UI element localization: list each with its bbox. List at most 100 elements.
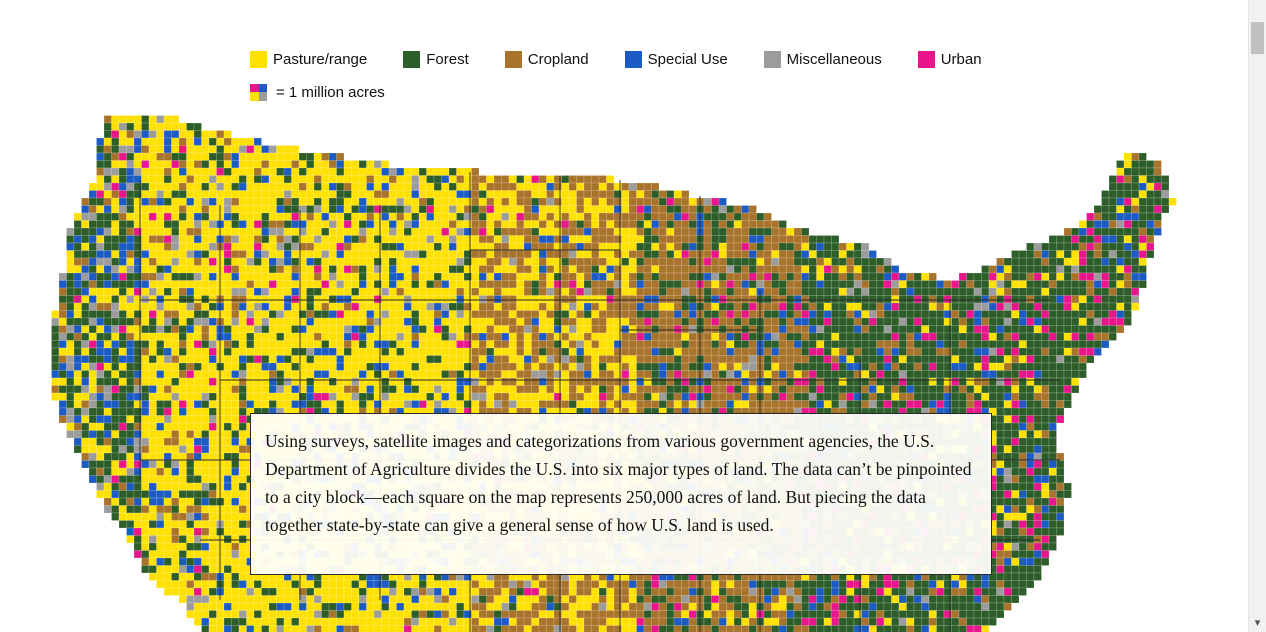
land-tile-3738 [988,377,997,386]
land-tile-1758 [1078,272,1087,281]
land-tile-847 [606,220,615,229]
land-tile-3798 [411,385,420,394]
land-tile-3622 [118,377,127,386]
land-tile-2500 [141,317,150,326]
land-tile-3978 [733,392,742,401]
land-tile-3876 [996,385,1005,394]
land-tile-945 [538,227,547,236]
land-tile-1113 [81,242,90,251]
land-tile-3941 [456,392,465,401]
land-tile-4166 [118,407,127,416]
land-tile-2670 [336,325,345,334]
land-tile-1381 [208,257,217,266]
land-tile-1612 [1048,265,1057,274]
land-tile-4012 [988,392,997,401]
land-tile-711 [358,212,367,221]
land-tile-1912 [58,287,67,296]
land-tile-3071 [148,347,157,356]
land-tile-309 [126,182,135,191]
land-tile-4284 [1003,407,1012,416]
land-tile-820 [403,220,412,229]
land-tile-1445 [688,257,697,266]
land-tile-1726 [816,272,825,281]
land-tile-3201 [73,355,82,364]
land-tile-2626 [1086,317,1095,326]
land-tile-1926 [163,287,172,296]
land-tile-3297 [793,355,802,364]
land-tile-906 [246,227,255,236]
land-tile-3157 [793,347,802,356]
land-tile-1449 [718,257,727,266]
land-tile-1275 [366,250,375,259]
land-tile-1180 [583,242,592,251]
land-tile-2259 [501,302,510,311]
land-tile-1815 [418,280,427,289]
land-tile-496 [223,197,232,206]
land-tile-1095 [823,235,832,244]
land-tile-127 [111,160,120,169]
land-tile-570 [1153,197,1162,206]
land-tile-735 [538,212,547,221]
land-tile-3599 [981,370,990,379]
land-tile-783 [126,220,135,229]
land-tile-2562 [606,317,615,326]
land-tile-3008 [733,340,742,349]
land-tile-193 [268,167,277,176]
land-tile-1179 [576,242,585,251]
land-tile-118 [313,152,322,161]
land-tile-3234 [321,355,330,364]
land-tile-1706 [666,272,675,281]
land-tile-983 [1078,227,1087,236]
land-tile-4960 [141,452,150,461]
land-tile-2761 [1018,325,1027,334]
land-tile-3043 [996,340,1005,349]
land-tile-4690 [73,437,82,446]
land-tile-1837 [583,280,592,289]
land-tile-1853 [703,280,712,289]
land-tile-2424 [651,310,660,319]
land-tile-704 [306,212,315,221]
land-tile-3637 [231,377,240,386]
land-tile-1243 [126,250,135,259]
land-tile-2440 [771,310,780,319]
land-tile-712 [366,212,375,221]
land-tile-2339 [1101,302,1110,311]
land-tile-2264 [538,302,547,311]
land-tile-365 [546,182,555,191]
land-tile-441 [486,190,495,199]
land-tile-721 [433,212,442,221]
land-tile-4029 [103,400,112,409]
land-tile-3009 [741,340,750,349]
land-tile-1748 [1003,272,1012,281]
land-tile-2155 [801,295,810,304]
land-tile-4031 [118,400,127,409]
land-tile-2962 [388,340,397,349]
land-tile-330 [283,182,292,191]
land-tile-3197 [1093,347,1102,356]
land-tile-2669 [328,325,337,334]
land-tile-1119 [126,242,135,251]
land-tile-4153 [1033,400,1042,409]
land-tile-3842 [741,385,750,394]
land-tile-1232 [1131,242,1140,251]
land-tile-2414 [576,310,585,319]
land-tile-1546 [471,265,480,274]
land-tile-3752 [66,385,75,394]
land-tile-4169 [141,407,150,416]
land-tile-2831 [471,332,480,341]
land-tile-336 [328,182,337,191]
land-tile-836 [523,220,532,229]
land-tile-3364 [253,362,262,371]
land-tile-1346 [1033,250,1042,259]
land-tile-2349 [88,310,97,319]
land-tile-1226 [1086,242,1095,251]
land-tile-307 [111,182,120,191]
land-tile-8 [163,115,172,124]
land-tile-2357 [148,310,157,319]
land-tile-39 [223,130,232,139]
land-tile-3227 [268,355,277,364]
land-tile-3498 [223,370,232,379]
land-tile-2306 [853,302,862,311]
land-tile-1267 [306,250,315,259]
land-tile-989 [1123,227,1132,236]
